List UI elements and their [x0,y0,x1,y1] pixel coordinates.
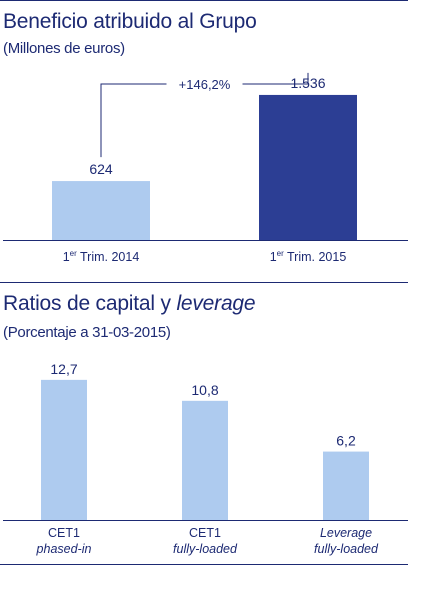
chart2-category-label-1: CET1 [48,526,80,540]
chart2-value-label-1: 12,7 [50,361,77,377]
chart1-growth-bracket [100,72,309,158]
chart2-value-label-3: 6,2 [336,433,356,449]
chart1-growth-annotation: +146,2% [179,77,231,92]
chart2-bar-3 [323,451,369,520]
chart1-title: Beneficio atribuido al Grupo [3,10,257,33]
chart1-category-label-2: 1er Trim. 2015 [270,249,347,264]
chart1-value-label-1: 624 [89,161,113,177]
chart1-bar-1 [52,181,150,240]
chart2-title-text: Ratios de capital y [3,292,177,315]
chart2-category-label-3: Leverage [320,526,372,540]
chart2-title-italic: leverage [176,292,256,315]
chart1-bar-2 [259,94,357,240]
chart2-plot: 12,7 CET1 phased-in 10,8 CET1 fully-loaded 6,2… [3,361,408,556]
chart1-category-label-1: 1er Trim. 2014 [63,249,140,264]
chart2-bar-2 [182,400,228,520]
bottom-rule [0,564,408,565]
chart2-subtitle: (Porcentaje a 31-03-2015) [3,324,171,341]
chart2-category-label-2: CET1 [189,526,221,540]
chart1-subtitle: (Millones de euros) [3,40,125,57]
chart2-category-sublabel-2: fully-loaded [173,542,238,556]
chart2-bar-1 [41,379,87,520]
top-rule [0,0,408,1]
chart2-category-sublabel-1: phased-in [36,542,92,556]
chart2-value-label-2: 10,8 [191,382,218,398]
middle-rule [0,282,408,283]
chart2-category-sublabel-3: fully-loaded [314,542,379,556]
chart2-title: Ratios de capital y leverage [3,292,256,316]
